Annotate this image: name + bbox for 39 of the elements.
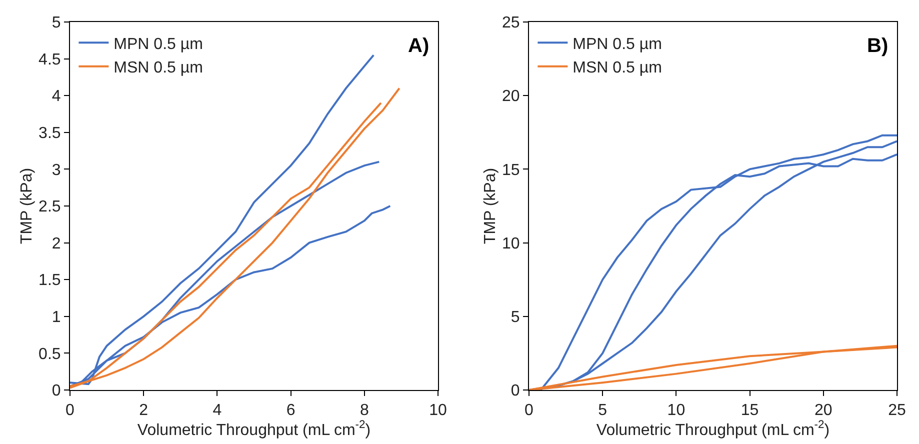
x-tick-label: 8	[360, 402, 369, 420]
y-tick-label: 0	[52, 382, 61, 400]
x-tick-label: 25	[888, 402, 906, 420]
legend-label: MPN 0.5 µm	[114, 36, 203, 53]
y-tick-label: 20	[502, 88, 520, 106]
y-tick-label: 3	[52, 162, 61, 179]
x-tick-label: 2	[139, 402, 148, 420]
y-tick-label: 2	[52, 235, 61, 252]
x-tick-label: 4	[212, 402, 222, 420]
y-axis-title: TMP (kPa)	[18, 168, 36, 244]
x-tick-label: 10	[429, 402, 447, 420]
annotation: A)	[408, 35, 430, 57]
x-tick-label: 6	[286, 402, 296, 420]
y-tick-label: 15	[502, 162, 520, 179]
legend-label: MSN 0.5 µm	[114, 60, 203, 77]
x-axis-title: Volumetric Throughput (mL cm$^{-2}$)	[596, 419, 830, 439]
annotation: B)	[867, 35, 888, 57]
x-tick-label: 5	[598, 402, 608, 420]
y-tick-label: 25	[502, 14, 520, 32]
x-axis-title: Volumetric Throughput (mL cm$^{-2}$)	[137, 419, 371, 439]
y-tick-label: 5	[52, 14, 61, 32]
y-tick-label: 1.5	[38, 272, 61, 290]
y-axis-title: TMP (kPa)	[482, 168, 499, 244]
x-tick-label: 0	[524, 402, 534, 420]
y-tick-label: 3.5	[38, 125, 61, 142]
x-tick-label: 10	[667, 402, 686, 420]
y-tick-label: 0.5	[38, 346, 61, 363]
y-tick-label: 10	[502, 235, 520, 252]
y-tick-label: 4.5	[38, 51, 61, 68]
y-tick-label: 0	[510, 382, 520, 400]
y-tick-label: 5	[510, 309, 520, 326]
x-tick-label: 15	[740, 402, 759, 420]
y-tick-label: 4	[52, 88, 61, 106]
x-tick-label: 20	[814, 402, 832, 420]
x-tick-label: 0	[66, 402, 75, 420]
y-tick-label: 1	[52, 309, 61, 326]
y-tick-label: 2.5	[38, 198, 61, 216]
legend-label: MPN 0.5 µm	[572, 36, 662, 53]
legend-label: MSN 0.5 µm	[572, 60, 662, 77]
